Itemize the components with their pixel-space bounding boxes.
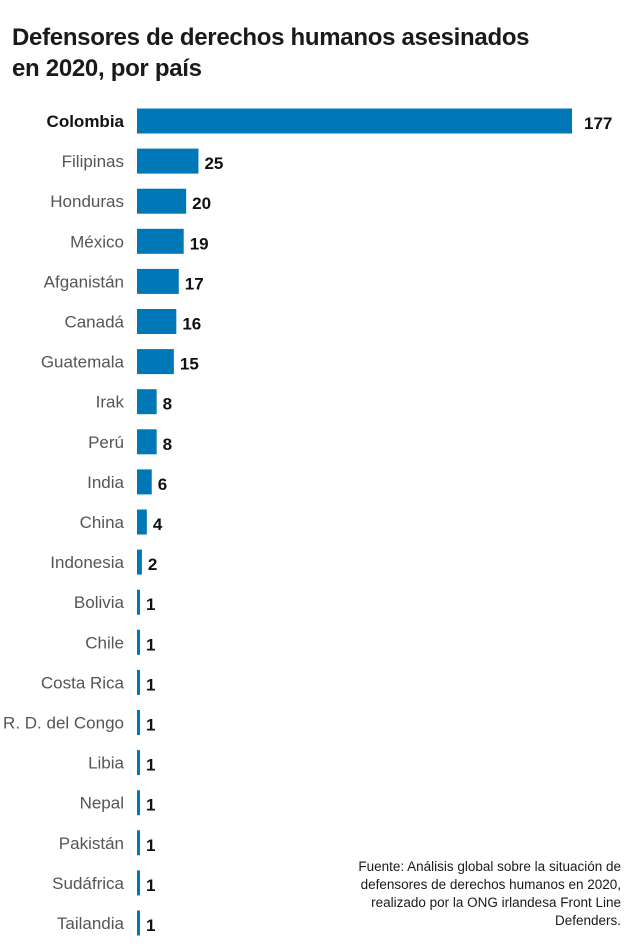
category-label-tailandia: Tailandia [57,914,125,933]
category-label-canada: Canadá [64,313,124,332]
value-label-libia: 1 [146,756,155,775]
category-label-filipinas: Filipinas [62,152,124,171]
bar-india [137,469,152,495]
value-label-nepal: 1 [146,796,155,815]
value-label-irak: 8 [163,395,172,414]
value-label-india: 6 [158,475,167,494]
value-label-r-d-del-congo: 1 [146,716,155,735]
value-label-filipinas: 25 [204,154,223,173]
value-label-mexico: 19 [190,234,209,253]
value-label-sudafrica: 1 [146,876,155,895]
bar-irak [137,389,157,415]
category-label-guatemala: Guatemala [41,353,125,372]
value-label-colombia: 177 [584,114,612,133]
category-label-afganistan: Afganistán [44,272,124,291]
value-label-chile: 1 [146,635,155,654]
category-label-costa-rica: Costa Rica [41,673,125,692]
value-label-tailandia: 1 [146,916,155,935]
category-label-irak: Irak [96,393,125,412]
bar-pakistan [137,830,140,856]
value-label-pakistan: 1 [146,836,155,855]
bar-sudafrica [137,870,140,896]
bar-guatemala [137,349,174,375]
category-label-r-d-del-congo: R. D. del Congo [3,714,124,733]
value-label-china: 4 [153,515,163,534]
bar-china [137,509,147,535]
value-label-costa-rica: 1 [146,675,155,694]
bar-tailandia [137,910,140,936]
value-label-guatemala: 15 [180,355,199,374]
category-label-colombia: Colombia [47,112,125,131]
category-label-sudafrica: Sudáfrica [52,874,124,893]
bar-r-d-del-congo [137,710,140,735]
value-label-afganistan: 17 [185,274,204,293]
category-label-china: China [80,513,125,532]
category-label-pakistan: Pakistán [59,834,124,853]
bar-honduras [137,188,187,214]
bar-peru [137,429,157,455]
category-label-indonesia: Indonesia [50,553,124,572]
bar-canada [137,309,177,334]
bar-colombia [137,108,572,134]
bar-afganistan [137,268,179,294]
value-label-canada: 16 [182,315,201,334]
source-note: Fuente: Análisis global sobre la situaci… [358,859,621,928]
category-label-nepal: Nepal [80,794,124,813]
category-label-chile: Chile [85,633,124,652]
value-label-peru: 8 [163,435,172,454]
category-label-bolivia: Bolivia [74,593,125,612]
bar-libia [137,750,140,776]
category-label-honduras: Honduras [50,192,124,211]
value-label-honduras: 20 [192,194,211,213]
value-label-indonesia: 2 [148,555,157,574]
bar-bolivia [137,589,140,615]
chart-title: Defensores de derechos humanos asesinado… [12,24,530,82]
bar-costa-rica [137,669,140,695]
bar-filipinas [137,148,199,174]
bar-mexico [137,228,184,254]
category-label-india: India [87,473,124,492]
value-label-bolivia: 1 [146,595,155,614]
category-label-libia: Libia [88,754,124,773]
bar-chile [137,629,140,655]
bar-nepal [137,790,140,816]
bar-indonesia [137,549,142,575]
category-label-peru: Perú [88,433,124,452]
category-label-mexico: México [70,232,124,251]
